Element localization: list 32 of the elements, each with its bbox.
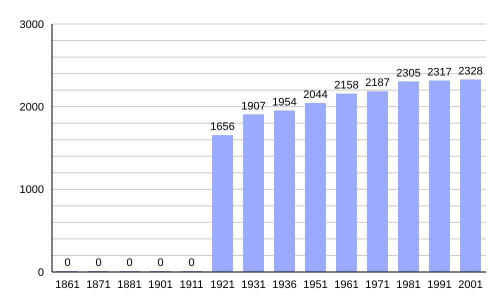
y-tick-label: 1000 [20,184,44,196]
x-tick-label: 1871 [86,278,111,291]
y-tick-label: 2000 [20,102,44,114]
x-tick-label: 1881 [117,278,142,291]
x-tick-label: 1911 [180,278,204,291]
data-label: 1656 [210,121,235,134]
data-label: 0 [126,257,133,269]
data-label: 0 [157,257,164,269]
x-tick-label: 1971 [365,278,390,291]
data-label: 2187 [365,77,390,90]
data-label: 2305 [396,67,421,80]
x-tick-label: 1921 [210,278,235,291]
x-tick-label: 1931 [241,278,266,291]
data-label: 0 [188,257,195,269]
x-tick-label: 1936 [272,278,297,291]
x-tick-label: 1861 [55,278,80,291]
x-tick-label: 1991 [427,278,452,291]
x-tick-label: 2001 [458,278,483,291]
data-label: 2158 [334,80,359,92]
data-label: 0 [95,257,102,269]
data-label: 0 [64,257,71,269]
data-label: 1907 [241,100,266,112]
data-label: 2044 [303,89,328,102]
data-label: 2317 [427,66,452,78]
data-label: 1954 [272,96,297,108]
x-tick-label: 1951 [303,278,328,291]
y-tick-label: 0 [38,266,44,279]
y-tick-label: 3000 [20,18,44,31]
x-tick-label: 1901 [148,278,173,291]
x-tick-label: 1981 [396,278,421,291]
x-tick-label: 1961 [334,278,359,291]
data-label: 2328 [458,66,483,78]
